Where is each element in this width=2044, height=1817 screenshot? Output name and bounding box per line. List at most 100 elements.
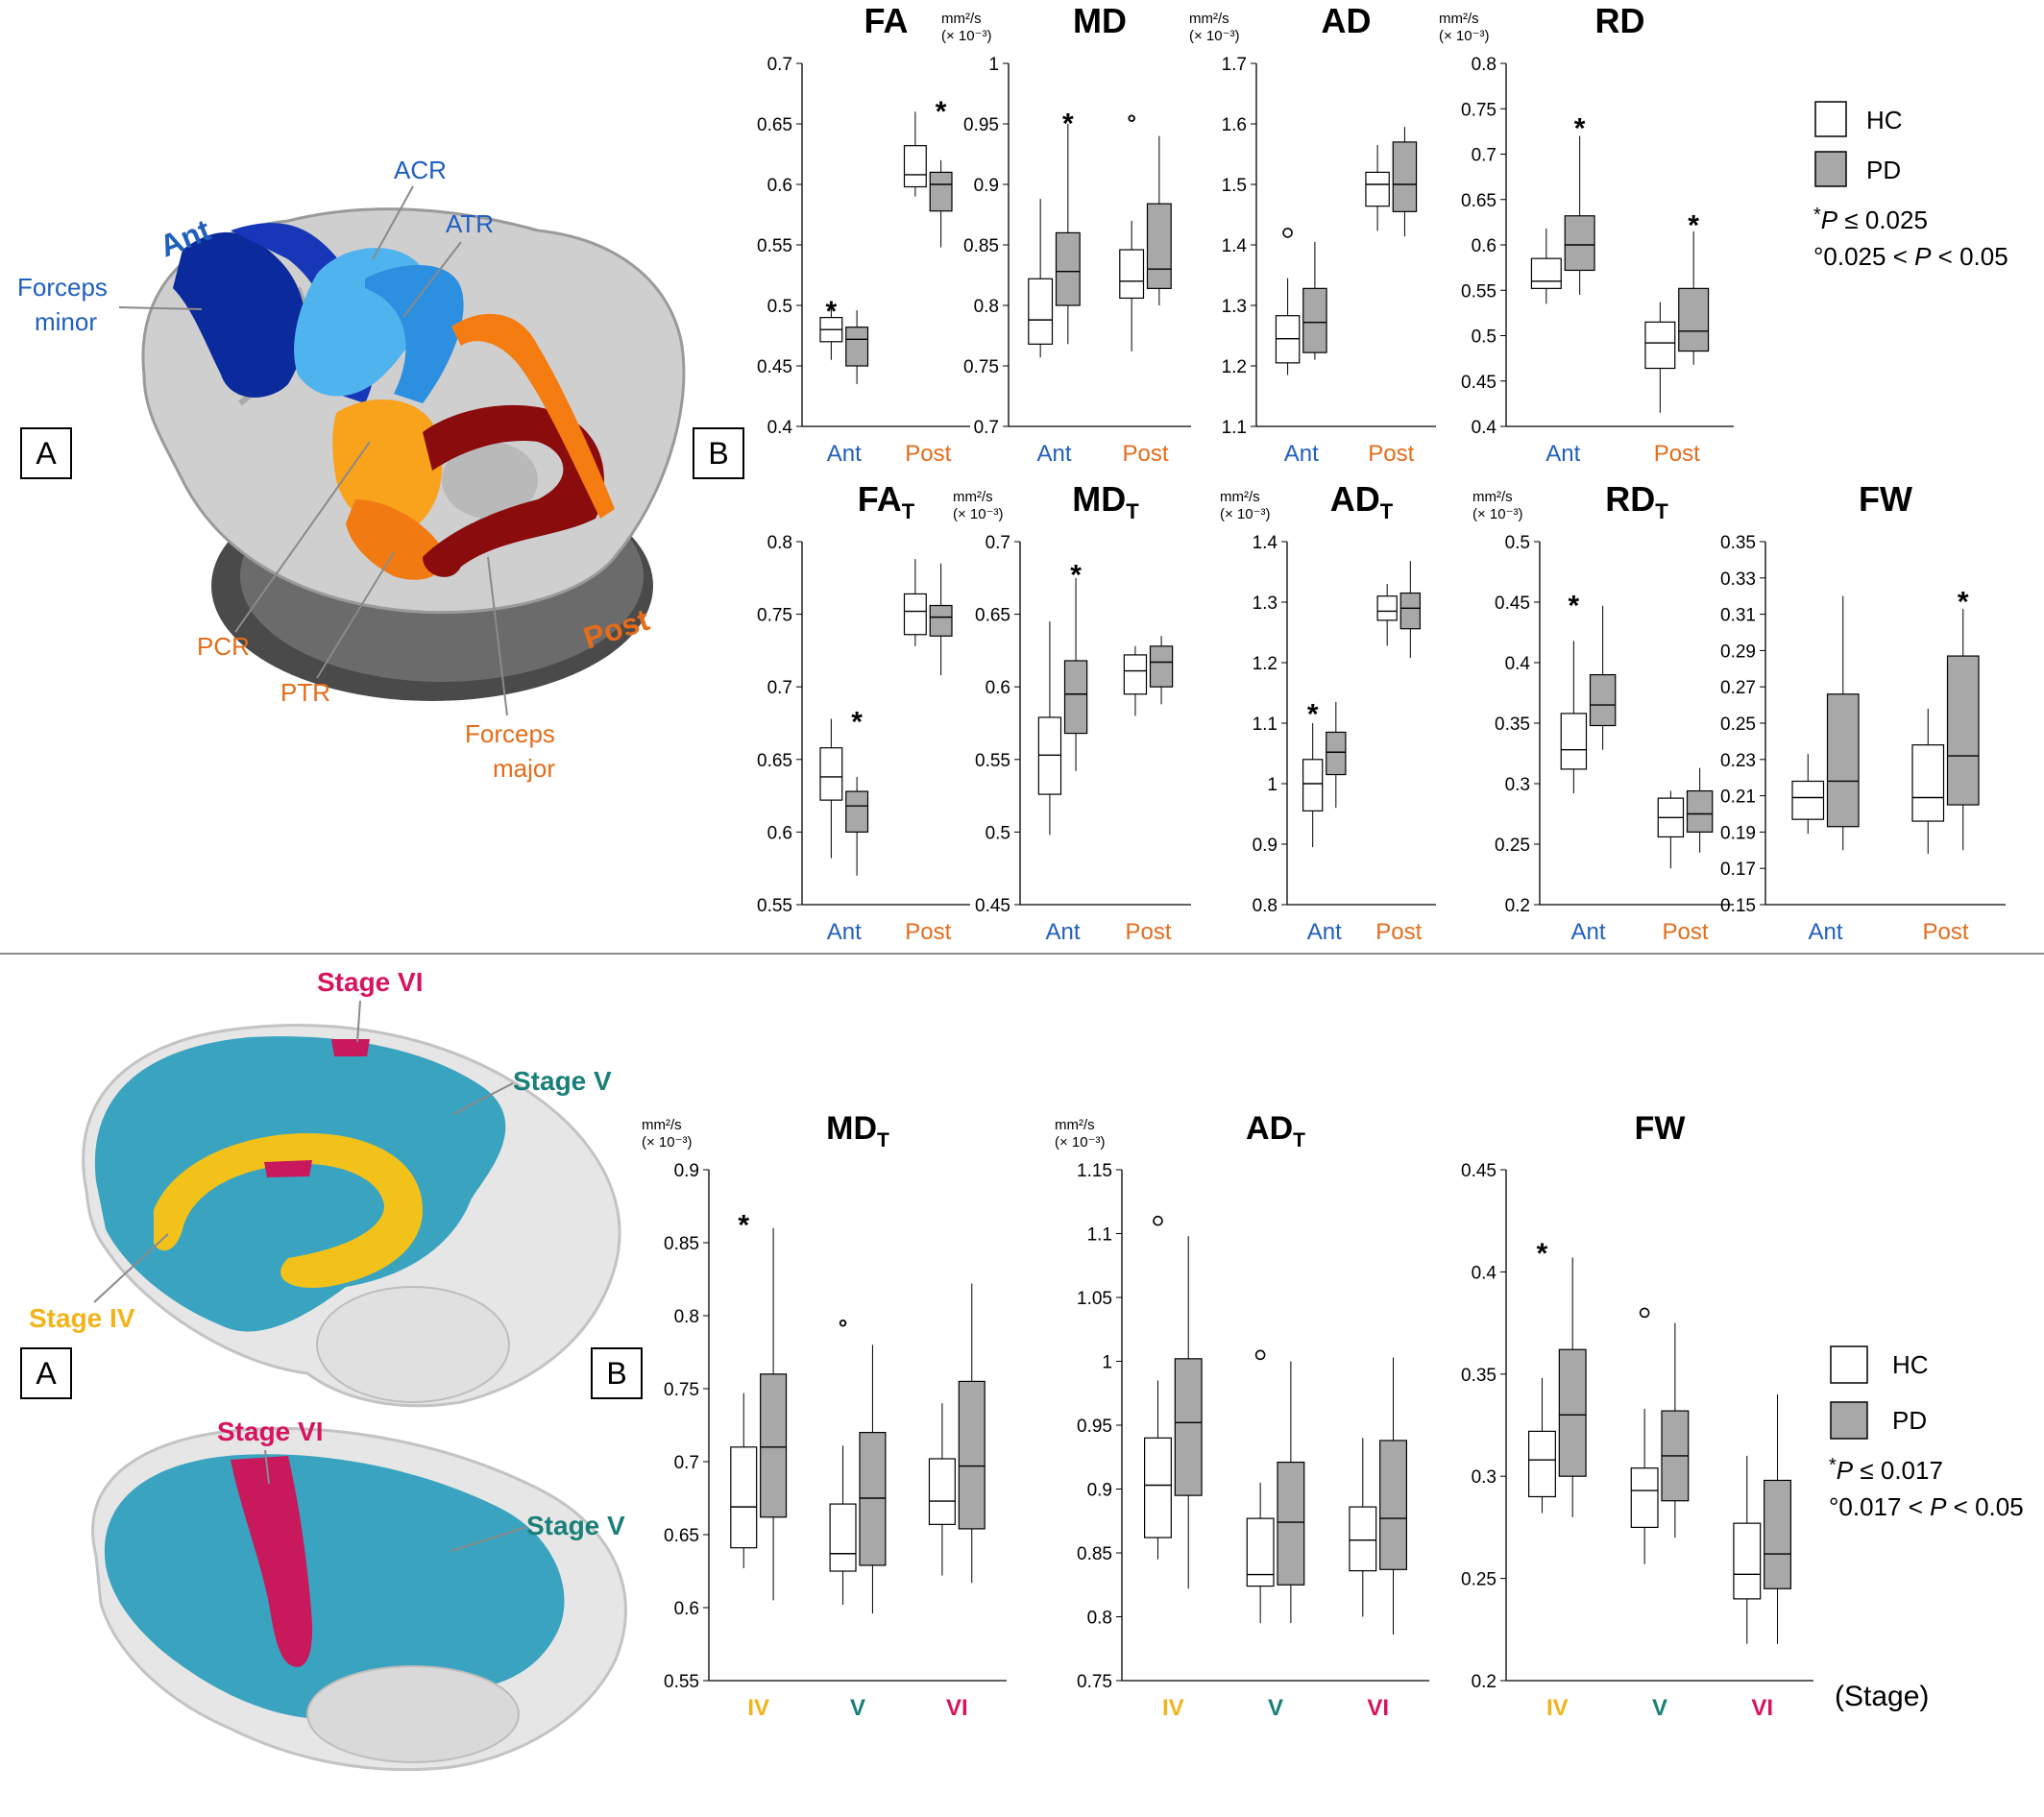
x-category-label: Post xyxy=(1125,919,1171,945)
significance-star: * xyxy=(1569,590,1580,621)
y-tick-label: 0.85 xyxy=(664,1234,699,1254)
box-hc-vi xyxy=(1349,1438,1377,1617)
box-iqr xyxy=(1764,1479,1791,1589)
chart-title-main: FA xyxy=(858,479,902,519)
box-iqr xyxy=(1564,215,1595,272)
y-tick-label: 0.8 xyxy=(1087,1609,1112,1629)
legend-hc-swatch xyxy=(1814,101,1847,137)
y-tick-label: 0.6 xyxy=(1472,236,1496,256)
chart-title-main: FA xyxy=(864,1,908,40)
box-plot-adt: 0.8 0.9 1 1.1 1.2 1.3 1.4 mm²/s(× 10⁻³) ADT Ant Po… xyxy=(1220,479,1436,945)
y-tick-label: 0.85 xyxy=(1077,1544,1112,1564)
significance-star: * xyxy=(1062,109,1074,140)
y-tick-label: 0.55 xyxy=(757,236,792,256)
box-iqr xyxy=(1376,595,1398,621)
chart-title-subscript: T xyxy=(1380,499,1394,523)
box-hc-v xyxy=(829,1445,857,1605)
box-hc-post xyxy=(1119,220,1145,351)
label-pcr: PCR xyxy=(197,632,250,661)
box-iqr xyxy=(730,1446,758,1549)
x-category-label: V xyxy=(1268,1695,1283,1721)
x-category-label: VI xyxy=(1751,1695,1773,1721)
box-iqr xyxy=(1530,257,1562,289)
box-pd-vi xyxy=(1379,1357,1407,1635)
box-pd-post xyxy=(1392,127,1418,237)
y-tick-label: 1.4 xyxy=(1222,236,1248,256)
leader-atr xyxy=(402,241,462,318)
x-category-label: Post xyxy=(1922,919,1968,945)
leader-forceps-major xyxy=(487,556,508,716)
chart-title-main: AD xyxy=(1322,1,1372,40)
box-pd-ant xyxy=(1826,595,1860,851)
box-iqr xyxy=(1379,1440,1407,1570)
box-pd-iv xyxy=(760,1227,788,1601)
panel-label-text: A xyxy=(36,1356,57,1391)
y-tick-label: 1.7 xyxy=(1222,55,1247,75)
y-tick-label: 0.55 xyxy=(1461,281,1496,302)
x-category-label: V xyxy=(1652,1695,1667,1721)
x-category-label: Ant xyxy=(1808,919,1842,945)
y-tick-label: 0.6 xyxy=(674,1599,699,1619)
box-pd-ant xyxy=(1302,241,1327,360)
cerebellum-lateral xyxy=(306,1665,520,1763)
box-iqr xyxy=(1349,1506,1377,1572)
y-tick-label: 1 xyxy=(1267,775,1278,795)
stage-vi-region-medial-top xyxy=(331,1039,370,1056)
y-unit-label: mm²/s xyxy=(1472,489,1513,505)
y-tick-label: 0.65 xyxy=(757,751,792,771)
y-tick-label: 0.4 xyxy=(1505,654,1531,674)
box-hc-ant xyxy=(1791,754,1825,835)
stage-vi-region-lateral xyxy=(231,1456,313,1667)
legend-note-trend: °0.025 < P < 0.05 xyxy=(1813,242,2008,271)
y-tick-label: 0.31 xyxy=(1720,606,1756,626)
outlier-point xyxy=(1639,1307,1650,1319)
x-category-label: IV xyxy=(1546,1695,1569,1721)
y-tick-label: 0.25 xyxy=(1495,836,1530,856)
y-tick-label: 0.17 xyxy=(1720,860,1756,880)
y-tick-label: 0.75 xyxy=(963,357,999,377)
tract-ptr xyxy=(346,499,444,580)
box-iqr xyxy=(1392,141,1418,212)
significance-star: * xyxy=(851,706,863,738)
x-category-label: Ant xyxy=(1036,441,1071,467)
leader-stage-vi-top xyxy=(356,1000,361,1043)
label-stage-vi-bottom: Stage VI xyxy=(217,1417,323,1446)
leader-ptr xyxy=(316,551,395,679)
label-forceps-major: major xyxy=(493,754,555,783)
y-tick-label: 1.15 xyxy=(1077,1161,1112,1181)
box-hc-ant xyxy=(1302,723,1324,848)
y-unit-label: (× 10⁻³) xyxy=(642,1134,693,1151)
label-stage-vi-top: Stage VI xyxy=(317,967,423,997)
tract-atr xyxy=(365,265,464,403)
y-tick-label: 0.5 xyxy=(1505,533,1530,553)
y-tick-label: 1.3 xyxy=(1222,297,1247,317)
y-tick-label: 0.2 xyxy=(1505,896,1530,916)
y-tick-label: 0.25 xyxy=(1461,1570,1496,1590)
box-hc-post xyxy=(1376,584,1398,646)
significance-star: * xyxy=(1958,587,1969,618)
leader-pcr xyxy=(234,441,371,633)
y-tick-label: 0.6 xyxy=(767,176,792,196)
box-plot-ad: 1.1 1.2 1.3 1.4 1.5 1.6 1.7 mm²/s(× 10⁻³) AD Ant P… xyxy=(1189,1,1436,467)
panel-label-text: A xyxy=(36,436,57,471)
box-hc-iv xyxy=(730,1393,758,1568)
bottom-brain-lateral xyxy=(91,1427,627,1772)
chart-title: MDT xyxy=(1072,479,1139,523)
y-tick-label: 0.65 xyxy=(975,606,1010,626)
box-pd-ant xyxy=(1063,577,1088,771)
y-unit-label: (× 10⁻³) xyxy=(1472,506,1523,522)
y-tick-label: 0.35 xyxy=(1720,533,1756,553)
box-pd-ant xyxy=(1589,605,1617,750)
y-tick-label: 0.35 xyxy=(1461,1366,1496,1386)
significance-star: * xyxy=(1070,560,1082,592)
box-iqr xyxy=(1149,645,1174,688)
box-iqr xyxy=(928,1458,956,1525)
legend-pd-swatch xyxy=(1814,151,1847,187)
legend-note-significant: *P ≤ 0.025 xyxy=(1813,205,1928,234)
x-category-label: V xyxy=(850,1695,865,1721)
box-hc-post xyxy=(1911,708,1945,855)
y-unit-label: mm²/s xyxy=(1220,489,1260,505)
label-stage-iv: Stage IV xyxy=(29,1303,135,1333)
box-hc-ant xyxy=(1275,228,1301,376)
box-hc-ant xyxy=(819,307,843,360)
